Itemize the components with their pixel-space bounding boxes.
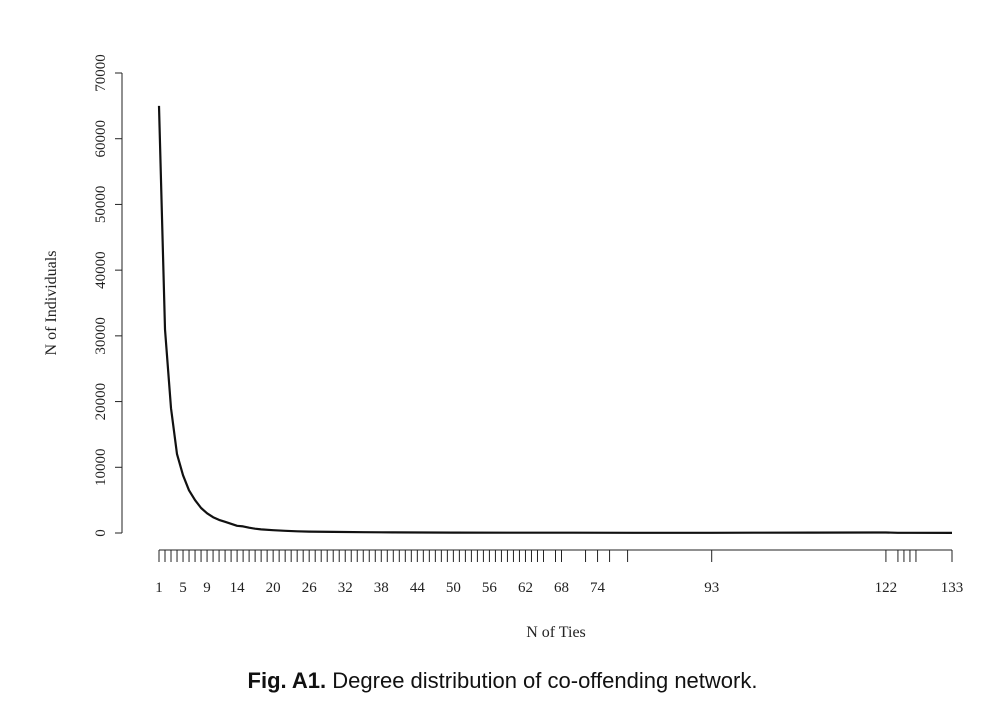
x-tick-label: 20 [266, 580, 281, 596]
x-tick-label: 38 [374, 580, 389, 596]
x-tick-label: 14 [230, 580, 246, 596]
y-tick-label: 10000 [93, 449, 109, 487]
x-tick-label: 5 [179, 580, 187, 596]
x-axis: 1 5 9 14 20 26 32 38 44 50 56 62 68 74 93 122 133 [155, 549, 964, 596]
y-tick-label: 30000 [93, 317, 109, 355]
y-tick-label: 40000 [93, 251, 109, 289]
x-tick-label: 44 [410, 580, 426, 596]
y-axis-title: N of Individuals [43, 251, 60, 356]
x-tick-label: 122 [875, 580, 898, 596]
series [157, 105, 953, 534]
figure-caption: Fig. A1. Degree distribution of co-offen… [0, 668, 1005, 694]
x-tick-label: 68 [554, 580, 569, 596]
x-tick-label: 62 [518, 580, 533, 596]
x-axis-title: N of Ties [526, 624, 586, 641]
series-line [157, 105, 953, 534]
y-tick-label: 70000 [93, 54, 109, 92]
figure-caption-text: Degree distribution of co-offending netw… [332, 668, 758, 693]
x-tick-label: 9 [203, 580, 211, 596]
x-tick-label: 133 [941, 580, 964, 596]
y-tick-label: 0 [93, 529, 109, 537]
figure-caption-label: Fig. A1. [247, 668, 327, 693]
x-tick-label: 56 [482, 580, 498, 596]
x-tick-label: 74 [590, 580, 606, 596]
y-tick-label: 60000 [93, 120, 109, 158]
y-tick-label: 50000 [93, 186, 109, 224]
x-tick-label: 1 [155, 580, 163, 596]
x-tick-label: 93 [704, 580, 719, 596]
y-tick-label: 20000 [93, 383, 109, 421]
x-tick-label: 32 [338, 580, 353, 596]
x-tick-label: 50 [446, 580, 461, 596]
x-tick-label: 26 [302, 580, 318, 596]
y-axis: 0 10000 20000 30000 40000 50000 60000 70000 [93, 54, 123, 537]
